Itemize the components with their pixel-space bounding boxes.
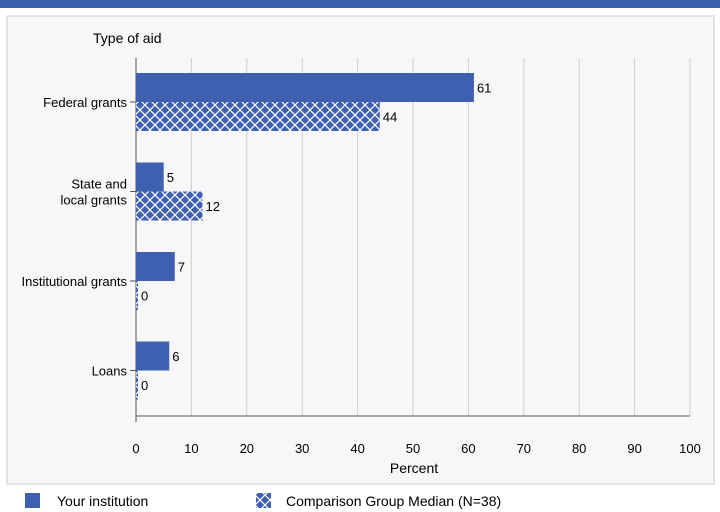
data-label: 6	[172, 349, 179, 364]
legend-label-comparison-group: Comparison Group Median (N=38)	[286, 493, 501, 509]
data-label: 5	[167, 170, 174, 185]
tick-label: 70	[517, 441, 531, 456]
bar-your-institution	[136, 162, 164, 192]
bar-comparison-group	[136, 370, 138, 400]
bar-your-institution	[136, 341, 170, 371]
bar-comparison-group	[136, 102, 380, 131]
tick-label: 10	[184, 441, 198, 456]
bar-your-institution	[136, 252, 175, 281]
data-labels: 61 44 5 12 7 0 6 0	[141, 81, 491, 394]
category-label: Institutional grants	[21, 274, 127, 289]
top-band	[0, 0, 720, 8]
category-axis-title: Type of aid	[93, 30, 162, 46]
bar-comparison-group	[136, 281, 138, 310]
tick-label: 100	[679, 441, 701, 456]
bars	[136, 73, 474, 400]
bar-comparison-group	[136, 191, 203, 221]
tick-labels: 0 10 20 30 40 50 60 70 80 90 100	[132, 441, 700, 456]
data-label: 44	[383, 110, 397, 125]
legend: Your institution Comparison Group Median…	[25, 493, 501, 509]
legend-label-your-institution: Your institution	[57, 493, 148, 509]
x-axis-title: Percent	[390, 460, 438, 476]
data-label: 7	[178, 260, 185, 275]
tick-label: 40	[350, 441, 364, 456]
tick-label: 80	[572, 441, 586, 456]
category-label: Federal grants	[43, 95, 127, 110]
bar-your-institution	[136, 73, 474, 102]
tick-label: 20	[240, 441, 254, 456]
category-label: State and	[71, 177, 127, 192]
data-label: 0	[141, 378, 148, 393]
tick-label: 30	[295, 441, 309, 456]
category-label: Loans	[92, 364, 128, 379]
data-label: 12	[205, 199, 219, 214]
legend-swatch-comparison-group	[256, 493, 271, 508]
tick-label: 50	[406, 441, 420, 456]
category-label: local grants	[61, 193, 128, 208]
tick-label: 0	[132, 441, 139, 456]
tick-label: 60	[461, 441, 475, 456]
legend-swatch-your-institution	[25, 493, 40, 508]
data-label: 0	[141, 289, 148, 304]
data-label: 61	[477, 81, 491, 96]
tick-label: 90	[627, 441, 641, 456]
